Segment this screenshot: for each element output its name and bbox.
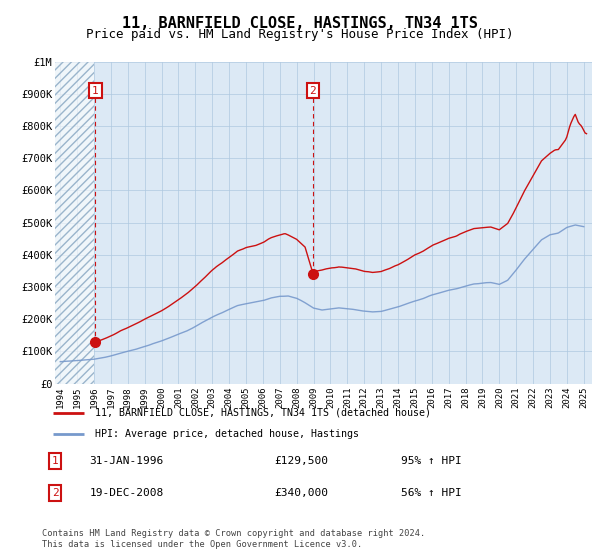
Text: 2: 2 xyxy=(52,488,59,498)
Text: 31-JAN-1996: 31-JAN-1996 xyxy=(89,456,164,466)
Text: £129,500: £129,500 xyxy=(274,456,328,466)
Text: 95% ↑ HPI: 95% ↑ HPI xyxy=(401,456,462,466)
Text: 11, BARNFIELD CLOSE, HASTINGS, TN34 1TS: 11, BARNFIELD CLOSE, HASTINGS, TN34 1TS xyxy=(122,16,478,31)
Text: Contains HM Land Registry data © Crown copyright and database right 2024.
This d: Contains HM Land Registry data © Crown c… xyxy=(42,529,425,549)
Text: 11, BARNFIELD CLOSE, HASTINGS, TN34 1TS (detached house): 11, BARNFIELD CLOSE, HASTINGS, TN34 1TS … xyxy=(95,408,431,418)
Text: £340,000: £340,000 xyxy=(274,488,328,498)
Text: 19-DEC-2008: 19-DEC-2008 xyxy=(89,488,164,498)
Text: 56% ↑ HPI: 56% ↑ HPI xyxy=(401,488,462,498)
Text: HPI: Average price, detached house, Hastings: HPI: Average price, detached house, Hast… xyxy=(95,429,359,439)
Text: 1: 1 xyxy=(92,86,99,96)
Text: 1: 1 xyxy=(52,456,59,466)
Text: 2: 2 xyxy=(310,86,316,96)
Text: Price paid vs. HM Land Registry's House Price Index (HPI): Price paid vs. HM Land Registry's House … xyxy=(86,28,514,41)
